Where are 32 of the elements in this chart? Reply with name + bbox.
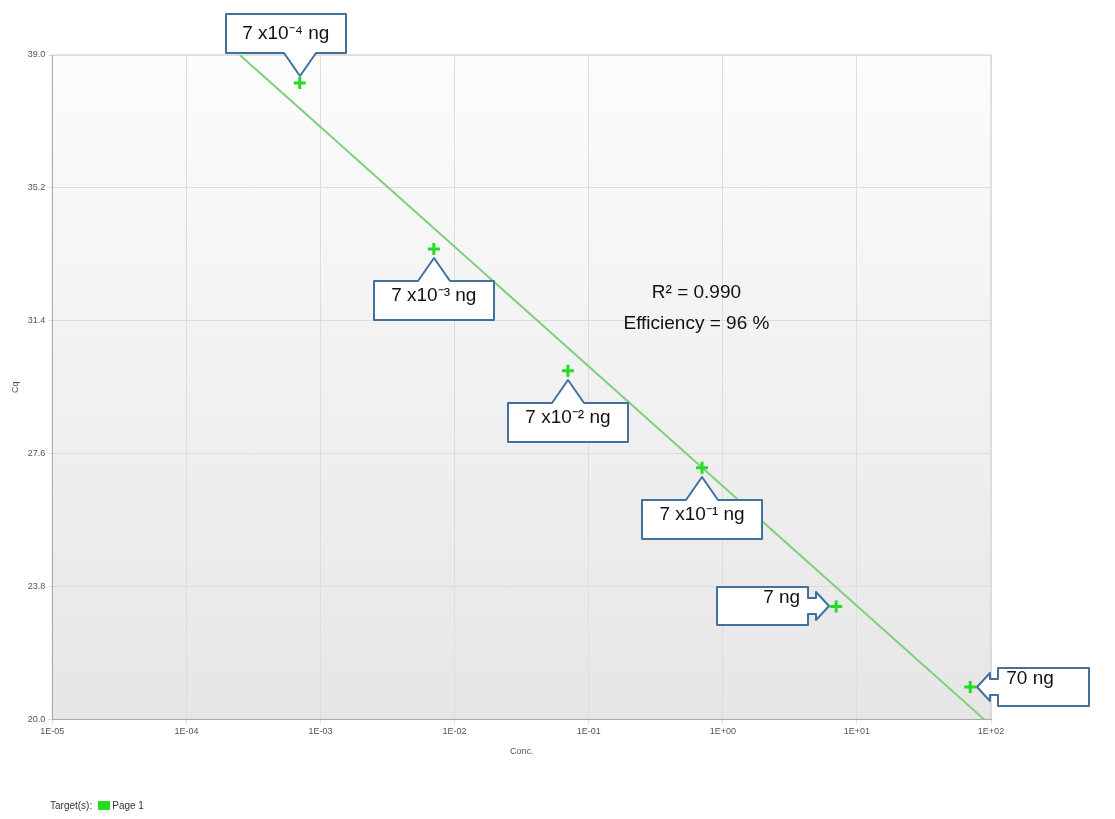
y-tick-label: 35.2 <box>27 182 46 193</box>
point <box>426 241 442 257</box>
y-axis-title: Cq <box>9 381 20 393</box>
x-tick-label: 1E-03 <box>308 726 333 737</box>
point <box>828 598 844 614</box>
annotation: 7 x10⁻³ ng <box>390 283 478 308</box>
point <box>962 679 978 695</box>
legend-title: Target(s): <box>50 800 93 811</box>
y-tick-label: 20.0 <box>27 713 46 724</box>
x-tick-label: 1E+01 <box>843 726 871 737</box>
x-tick-label: 1E-02 <box>442 726 467 737</box>
y-tick-label: 39.0 <box>27 49 46 60</box>
legend-label: Page 1 <box>112 800 144 811</box>
x-tick-label: 1E-01 <box>576 726 601 737</box>
y-tick-label: 31.4 <box>27 315 46 326</box>
point <box>694 460 710 476</box>
x-axis-title: Conc. <box>509 746 534 757</box>
point <box>292 75 308 91</box>
x-tick-label: 1E-05 <box>40 726 65 737</box>
annotation: R² = 0.990 <box>650 280 743 303</box>
y-tick-label: 23.8 <box>27 581 46 591</box>
y-tick-label: 27.6 <box>27 448 46 459</box>
annotation: 7 x10⁻⁴ ng <box>241 20 331 45</box>
x-tick-label: 1E+00 <box>709 726 736 737</box>
point <box>560 363 576 379</box>
x-tick-label: 1E-04 <box>174 726 199 737</box>
annotation: 7 x10⁻¹ ng <box>658 501 746 526</box>
annotation: Efficiency = 96 % <box>622 311 771 334</box>
annotation: 7 ng <box>762 586 801 610</box>
annotation: 7 x10⁻² ng <box>524 404 612 429</box>
annotation: 70 ng <box>1006 666 1055 690</box>
x-tick-label: 1E+02 <box>977 726 1005 737</box>
